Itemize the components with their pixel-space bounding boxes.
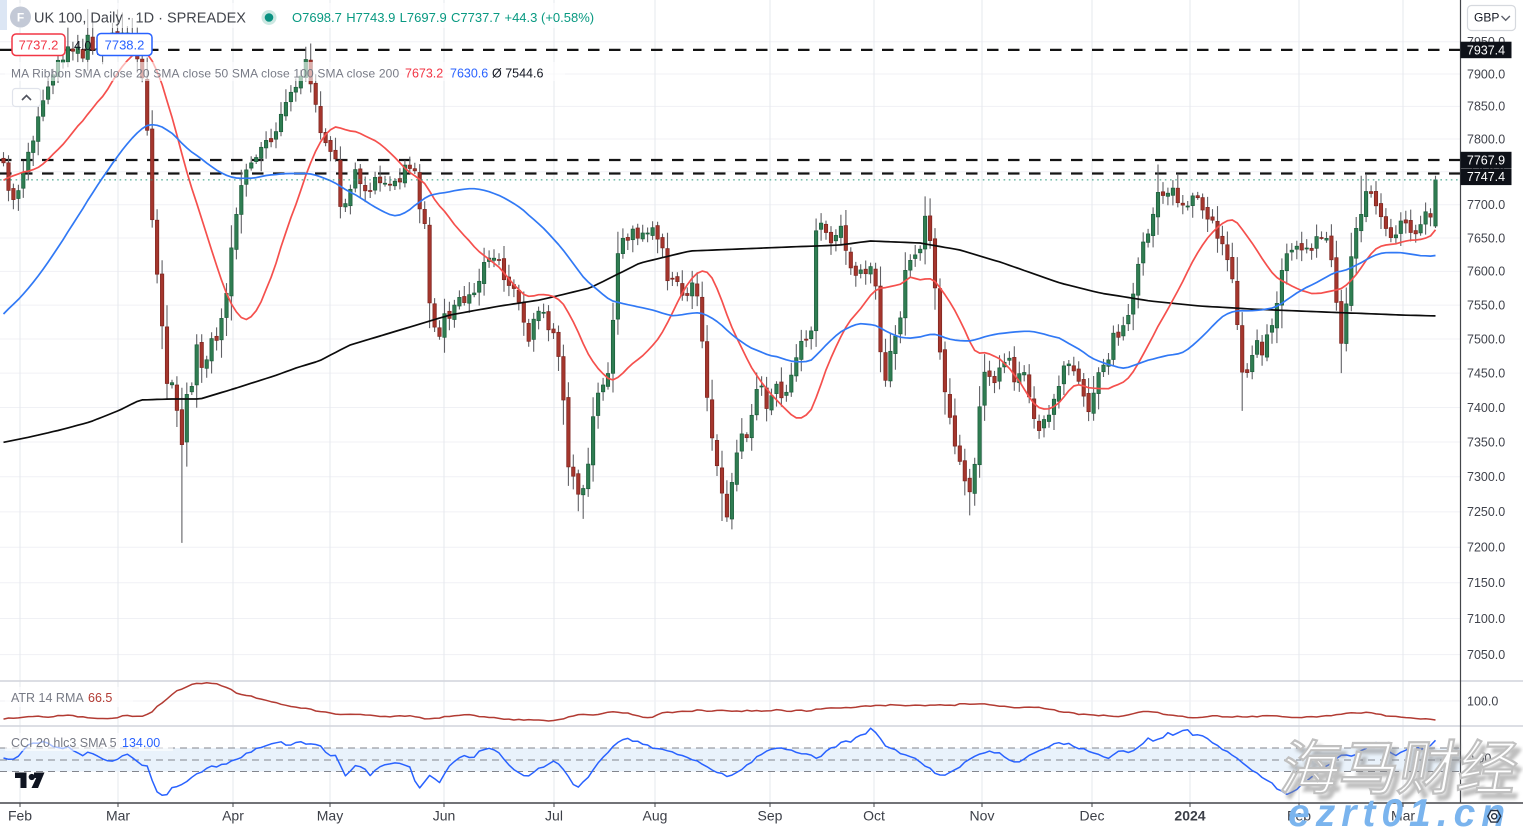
svg-text:7450.0: 7450.0 <box>1467 366 1505 380</box>
svg-text:7747.4: 7747.4 <box>1467 170 1505 184</box>
svg-text:134.00: 134.00 <box>122 736 160 750</box>
svg-text:ezrt01.cn: ezrt01.cn <box>1288 792 1511 832</box>
svg-text:7737.2: 7737.2 <box>19 38 59 53</box>
svg-text:7850.0: 7850.0 <box>1467 100 1505 114</box>
svg-text:Ø 7544.6: Ø 7544.6 <box>492 67 543 81</box>
svg-text:GBP: GBP <box>1474 11 1499 25</box>
svg-text:0.00: 0.00 <box>1467 751 1491 765</box>
svg-text:Aug: Aug <box>643 808 668 824</box>
svg-text:Oct: Oct <box>863 808 885 824</box>
svg-text:7900.0: 7900.0 <box>1467 67 1505 81</box>
svg-text:CCI 20 hlc3 SMA 5: CCI 20 hlc3 SMA 5 <box>11 736 117 750</box>
svg-text:7100.0: 7100.0 <box>1467 612 1505 626</box>
svg-text:海马财经: 海马财经 <box>1281 741 1523 807</box>
svg-text:7150.0: 7150.0 <box>1467 576 1505 590</box>
svg-text:MA Ribbon SMA close 20 SMA clo: MA Ribbon SMA close 20 SMA close 50 SMA … <box>11 67 399 81</box>
svg-text:7300.0: 7300.0 <box>1467 470 1505 484</box>
svg-text:Dec: Dec <box>1080 808 1105 824</box>
svg-text:Nov: Nov <box>970 808 995 824</box>
svg-text:7250.0: 7250.0 <box>1467 505 1505 519</box>
svg-text:7767.9: 7767.9 <box>1467 153 1505 167</box>
svg-text:Mar: Mar <box>106 808 130 824</box>
svg-text:7500.0: 7500.0 <box>1467 332 1505 346</box>
svg-text:Jul: Jul <box>545 808 563 824</box>
svg-text:7738.2: 7738.2 <box>105 38 145 53</box>
svg-text:7937.4: 7937.4 <box>1467 43 1505 57</box>
svg-text:Sep: Sep <box>758 808 783 824</box>
svg-text:7550.0: 7550.0 <box>1467 298 1505 312</box>
svg-text:7600.0: 7600.0 <box>1467 265 1505 279</box>
svg-text:Apr: Apr <box>222 808 244 824</box>
svg-text:4.0: 4.0 <box>74 39 91 53</box>
svg-text:66.5: 66.5 <box>88 691 112 705</box>
svg-text:ATR 14 RMA: ATR 14 RMA <box>11 691 84 705</box>
svg-text:May: May <box>317 808 343 824</box>
svg-text:7350.0: 7350.0 <box>1467 435 1505 449</box>
svg-text:100.0: 100.0 <box>1467 694 1498 708</box>
svg-text:Feb: Feb <box>8 808 32 824</box>
svg-text:Feb: Feb <box>1287 808 1311 824</box>
svg-text:Mar: Mar <box>1391 808 1415 824</box>
svg-text:F: F <box>17 11 24 25</box>
svg-text:7650.0: 7650.0 <box>1467 231 1505 245</box>
svg-text:7800.0: 7800.0 <box>1467 132 1505 146</box>
svg-text:7400.0: 7400.0 <box>1467 401 1505 415</box>
svg-text:7050.0: 7050.0 <box>1467 648 1505 662</box>
svg-text:UK 100, Daily · 1D · SPREADEX: UK 100, Daily · 1D · SPREADEX <box>34 11 246 27</box>
svg-text:7673.2: 7673.2 <box>405 67 443 81</box>
svg-text:7630.6: 7630.6 <box>450 67 488 81</box>
svg-text:7700.0: 7700.0 <box>1467 198 1505 212</box>
svg-text:O7698.7 H7743.9 L7697.9 C77: O7698.7 H7743.9 L7697.9 C7737.7 +44.3 (+… <box>292 10 594 25</box>
svg-text:海马财经: 海马财经 <box>1276 735 1523 801</box>
svg-text:7200.0: 7200.0 <box>1467 541 1505 555</box>
svg-text:2024: 2024 <box>1174 808 1205 824</box>
svg-text:Jun: Jun <box>433 808 456 824</box>
